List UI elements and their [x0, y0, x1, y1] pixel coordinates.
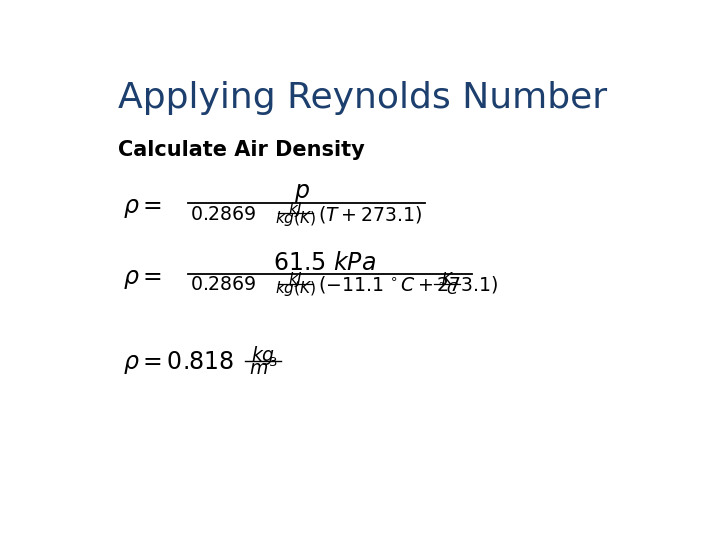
- Text: $\rho = 0.818$: $\rho = 0.818$: [124, 349, 235, 376]
- Text: Calculate Air Density: Calculate Air Density: [118, 140, 364, 160]
- Text: $p$: $p$: [294, 181, 310, 205]
- Text: $0.2869$: $0.2869$: [190, 275, 256, 294]
- Text: $kg(K)$: $kg(K)$: [274, 209, 316, 228]
- Text: $\rho =$: $\rho =$: [124, 196, 162, 220]
- Text: $(T + 273.1)$: $(T + 273.1)$: [318, 204, 421, 225]
- Text: $(-11.1\,{^\circ}C + 273.1)$: $(-11.1\,{^\circ}C + 273.1)$: [318, 274, 498, 295]
- Text: $kJ$: $kJ$: [288, 200, 303, 219]
- Text: $kg(K)$: $kg(K)$: [274, 279, 316, 299]
- Text: $0.2869$: $0.2869$: [190, 205, 256, 224]
- Text: $kJ$: $kJ$: [288, 270, 303, 289]
- Text: $kg$: $kg$: [251, 343, 275, 367]
- Text: $K$: $K$: [441, 272, 454, 287]
- Text: $m^3$: $m^3$: [248, 357, 277, 379]
- Text: ${^\circ}C$: ${^\circ}C$: [435, 281, 459, 298]
- Text: Applying Reynolds Number: Applying Reynolds Number: [118, 82, 607, 116]
- Text: $61.5\ kPa$: $61.5\ kPa$: [273, 251, 376, 275]
- Text: $\rho =$: $\rho =$: [124, 267, 162, 291]
